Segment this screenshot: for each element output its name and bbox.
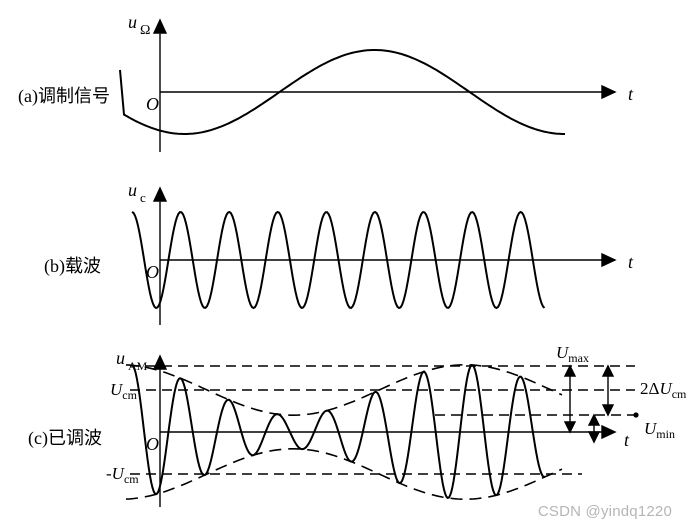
panel-b-ylabel: u xyxy=(128,180,137,200)
panel-a-ylabel: u xyxy=(128,12,137,32)
panel-b-svg: u c O t xyxy=(0,170,690,345)
panel-c-ylabel: u xyxy=(116,348,125,368)
umin-arrows xyxy=(589,415,599,442)
umax-arrows xyxy=(565,366,575,432)
panel-c-dashed xyxy=(130,366,635,474)
panel-c-tlabel: t xyxy=(624,430,630,450)
panel-c-ucm-neg: -Ucm xyxy=(106,464,139,486)
panel-b-origin: O xyxy=(146,262,159,282)
panel-c-umax: Umax xyxy=(556,343,589,365)
panel-b-ysub: c xyxy=(140,190,146,205)
watermark: CSDN @yindq1220 xyxy=(538,503,672,520)
panel-c-origin: O xyxy=(146,434,159,454)
panel-b-tlabel: t xyxy=(628,252,634,272)
panel-a-ysub: Ω xyxy=(140,23,150,38)
panel-a-tlabel: t xyxy=(628,84,634,104)
panel-c-axes xyxy=(154,356,615,507)
panel-c-ucm-pos: Ucm xyxy=(110,380,138,402)
panel-c-svg: u AM O t Ucm -Ucm Umax Umin 2ΔUcm xyxy=(0,342,690,526)
panel-c-umin: Umin xyxy=(644,419,675,441)
panel-b-axes xyxy=(154,188,615,325)
panel-a-svg: u Ω O t xyxy=(0,0,690,170)
umin-marker xyxy=(633,412,638,417)
panel-c-ysub: AM xyxy=(128,359,148,373)
panel-c-delta: 2ΔUcm xyxy=(640,379,687,401)
panel-a-origin: O xyxy=(146,94,159,114)
